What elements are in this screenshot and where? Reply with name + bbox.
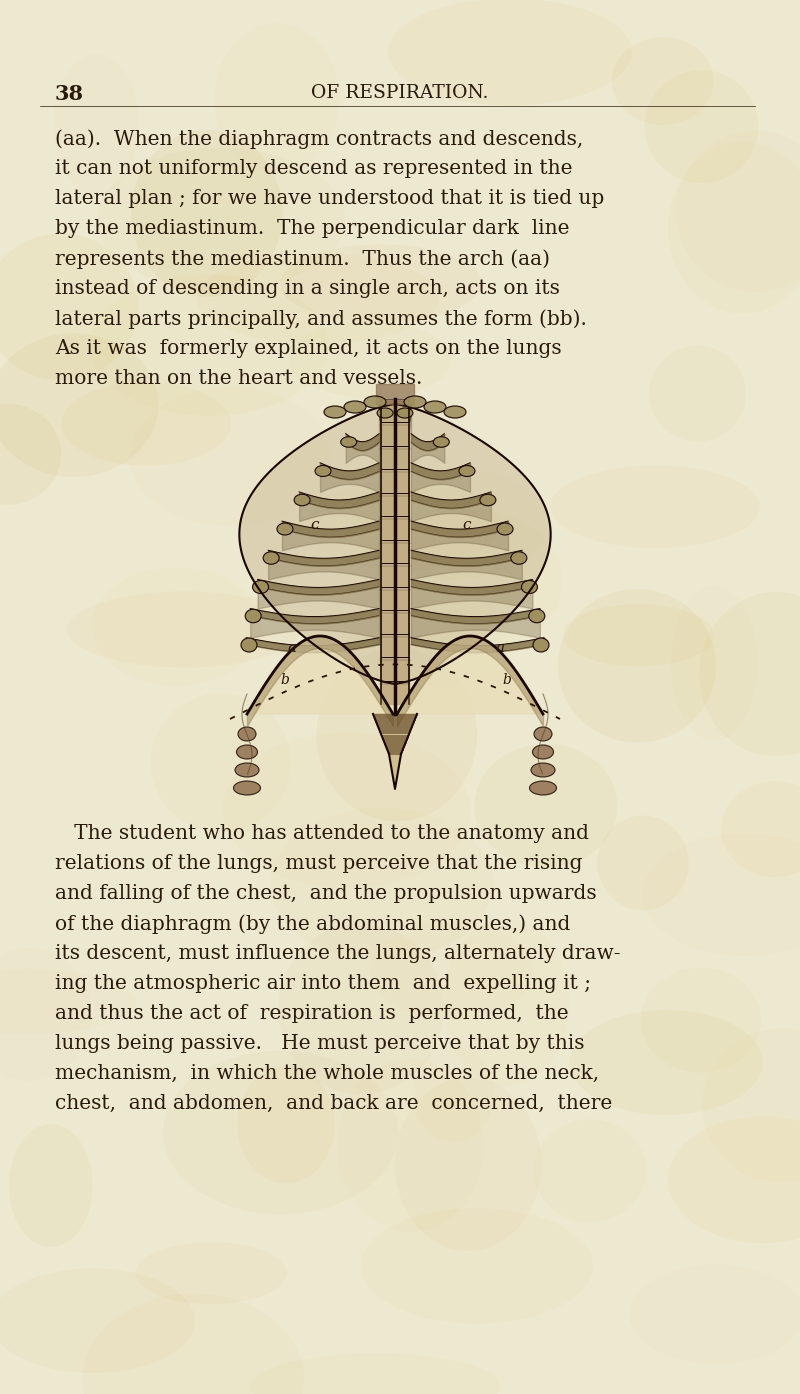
Ellipse shape	[364, 396, 386, 408]
Text: lungs being passive.   He must perceive that by this: lungs being passive. He must perceive th…	[55, 1034, 585, 1052]
Ellipse shape	[315, 466, 331, 477]
Ellipse shape	[253, 580, 269, 594]
Ellipse shape	[612, 38, 714, 125]
Ellipse shape	[434, 436, 450, 447]
Ellipse shape	[234, 781, 261, 795]
Text: 38: 38	[55, 84, 84, 105]
Ellipse shape	[530, 781, 557, 795]
Ellipse shape	[263, 552, 279, 565]
Ellipse shape	[241, 638, 257, 652]
Text: and falling of the chest,  and the propulsion upwards: and falling of the chest, and the propul…	[55, 884, 597, 903]
Ellipse shape	[404, 396, 426, 408]
Ellipse shape	[324, 406, 346, 418]
Text: The student who has attended to the anatomy and: The student who has attended to the anat…	[55, 824, 589, 843]
Text: mechanism,  in which the whole muscles of the neck,: mechanism, in which the whole muscles of…	[55, 1064, 599, 1083]
Ellipse shape	[238, 1065, 334, 1184]
Polygon shape	[247, 636, 393, 714]
Text: a: a	[287, 641, 296, 655]
Ellipse shape	[397, 408, 413, 418]
Text: by the mediastinum.  The perpendicular dark  line: by the mediastinum. The perpendicular da…	[55, 219, 570, 238]
Ellipse shape	[522, 580, 538, 594]
Ellipse shape	[9, 1124, 93, 1248]
Text: represents the mediastinum.  Thus the arch (aa): represents the mediastinum. Thus the arc…	[55, 250, 550, 269]
Ellipse shape	[721, 781, 800, 877]
Ellipse shape	[388, 0, 632, 106]
Ellipse shape	[280, 244, 482, 322]
Polygon shape	[239, 404, 550, 684]
Text: relations of the lungs, must perceive that the rising: relations of the lungs, must perceive th…	[55, 855, 582, 873]
Ellipse shape	[377, 408, 393, 418]
Ellipse shape	[317, 648, 477, 821]
Ellipse shape	[534, 728, 552, 742]
Ellipse shape	[563, 604, 714, 666]
Ellipse shape	[497, 523, 513, 535]
Text: c: c	[310, 519, 319, 533]
Text: b: b	[502, 673, 511, 687]
Ellipse shape	[245, 609, 261, 623]
Ellipse shape	[511, 552, 527, 565]
Ellipse shape	[533, 638, 549, 652]
Polygon shape	[381, 399, 409, 704]
Text: and thus the act of  respiration is  performed,  the: and thus the act of respiration is perfo…	[55, 1004, 569, 1023]
Text: of the diaphragm (by the abdominal muscles,) and: of the diaphragm (by the abdominal muscl…	[55, 914, 570, 934]
Ellipse shape	[480, 495, 496, 506]
Polygon shape	[373, 714, 417, 789]
Ellipse shape	[570, 1011, 762, 1115]
Polygon shape	[376, 383, 414, 404]
Polygon shape	[397, 636, 543, 714]
Ellipse shape	[645, 70, 758, 183]
Ellipse shape	[531, 763, 555, 776]
Text: its descent, must influence the lungs, alternately draw-: its descent, must influence the lungs, a…	[55, 944, 621, 963]
Ellipse shape	[444, 406, 466, 418]
Ellipse shape	[459, 466, 475, 477]
Text: it can not uniformly descend as represented in the: it can not uniformly descend as represen…	[55, 159, 573, 178]
Ellipse shape	[0, 404, 61, 505]
Ellipse shape	[668, 1117, 800, 1243]
Text: chest,  and abdomen,  and back are  concerned,  there: chest, and abdomen, and back are concern…	[55, 1094, 612, 1112]
Ellipse shape	[341, 436, 357, 447]
Text: a: a	[495, 641, 504, 655]
Text: lateral parts principally, and assumes the form (bb).: lateral parts principally, and assumes t…	[55, 309, 587, 329]
Text: (aa).  When the diaphragm contracts and descends,: (aa). When the diaphragm contracts and d…	[55, 130, 583, 149]
Ellipse shape	[474, 744, 618, 867]
Ellipse shape	[235, 763, 259, 776]
Text: OF RESPIRATION.: OF RESPIRATION.	[311, 84, 489, 102]
Ellipse shape	[294, 495, 310, 506]
Ellipse shape	[424, 401, 446, 413]
Ellipse shape	[237, 744, 258, 758]
Text: As it was  formerly explained, it acts on the lungs: As it was formerly explained, it acts on…	[55, 339, 562, 358]
Ellipse shape	[529, 609, 545, 623]
Ellipse shape	[344, 401, 366, 413]
Ellipse shape	[533, 744, 554, 758]
Ellipse shape	[238, 728, 256, 742]
Ellipse shape	[699, 592, 800, 757]
Ellipse shape	[0, 333, 158, 477]
Text: lateral plan ; for we have understood that it is tied up: lateral plan ; for we have understood th…	[55, 190, 604, 208]
Text: more than on the heart and vessels.: more than on the heart and vessels.	[55, 369, 422, 388]
Text: b: b	[280, 673, 289, 687]
Text: ing the atmospheric air into them  and  expelling it ;: ing the atmospheric air into them and ex…	[55, 974, 591, 993]
Ellipse shape	[62, 382, 231, 466]
Ellipse shape	[277, 523, 293, 535]
Ellipse shape	[598, 815, 689, 910]
Text: instead of descending in a single arch, acts on its: instead of descending in a single arch, …	[55, 279, 560, 298]
Ellipse shape	[0, 233, 138, 381]
Ellipse shape	[558, 590, 716, 743]
Text: c: c	[462, 519, 471, 533]
Ellipse shape	[131, 130, 282, 297]
